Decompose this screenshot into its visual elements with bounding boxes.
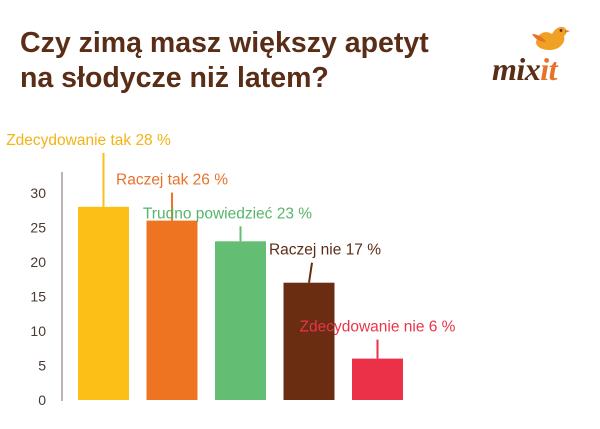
y-tick-label: 20: [30, 254, 46, 270]
data-label: Trudno powiedzieć 23 %: [143, 205, 312, 222]
data-label: Zdecydowanie nie 6 %: [300, 319, 456, 336]
y-tick-label: 0: [38, 392, 46, 408]
y-tick-label: 5: [38, 358, 46, 374]
logo-text-main: mix: [492, 51, 541, 87]
bar: [352, 358, 403, 400]
y-tick-label: 30: [30, 185, 46, 201]
title-line-1: Czy zimą masz większy apetyt: [20, 27, 429, 59]
bar: [215, 241, 266, 400]
bar: [283, 282, 335, 400]
data-label: Zdecydowanie tak 28 %: [6, 132, 171, 149]
logo-text-accent: it: [540, 51, 558, 87]
logo-wordmark: mixit: [492, 51, 558, 87]
label-leader-line: [308, 262, 313, 283]
bird-icon: [532, 26, 570, 50]
bar: [78, 206, 129, 400]
mixit-logo: mixit: [492, 20, 584, 86]
bar: [146, 220, 198, 400]
data-label: Raczej tak 26 %: [116, 172, 228, 189]
y-tick-label: 15: [30, 289, 46, 305]
chart-title: Czy zimą masz większy apetyt na słodycze…: [20, 26, 480, 96]
y-tick-label: 25: [30, 220, 46, 236]
y-tick-label: 10: [30, 323, 46, 339]
title-line-2: na słodycze niż latem?: [20, 62, 329, 94]
data-label: Raczej nie 17 %: [269, 242, 381, 259]
